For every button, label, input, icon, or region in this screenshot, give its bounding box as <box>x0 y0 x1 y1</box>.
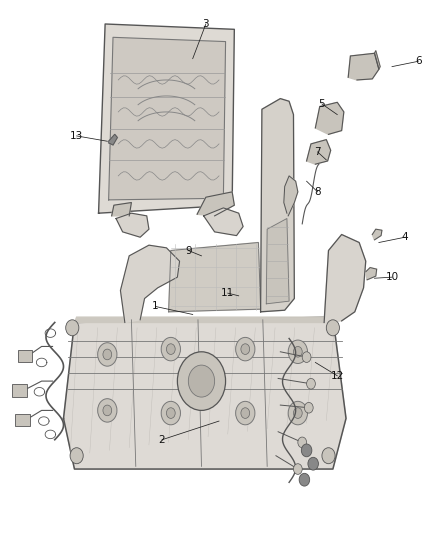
Polygon shape <box>307 140 331 164</box>
Circle shape <box>188 365 215 397</box>
Circle shape <box>236 337 255 361</box>
Circle shape <box>241 408 250 418</box>
Polygon shape <box>266 219 289 304</box>
Text: 13: 13 <box>70 131 83 141</box>
Circle shape <box>103 349 112 360</box>
Text: 11: 11 <box>221 288 234 298</box>
Circle shape <box>66 320 79 336</box>
Polygon shape <box>109 134 117 145</box>
Circle shape <box>70 448 83 464</box>
FancyBboxPatch shape <box>12 384 27 397</box>
FancyBboxPatch shape <box>18 350 32 362</box>
Text: 5: 5 <box>318 99 325 109</box>
Circle shape <box>299 473 310 486</box>
Text: 6: 6 <box>415 56 422 66</box>
Circle shape <box>293 408 302 418</box>
Text: 4: 4 <box>402 232 409 242</box>
Circle shape <box>308 457 318 470</box>
Circle shape <box>307 378 315 389</box>
Circle shape <box>298 437 307 448</box>
Polygon shape <box>366 268 377 280</box>
Text: 1: 1 <box>152 302 159 311</box>
Text: 10: 10 <box>385 272 399 282</box>
FancyBboxPatch shape <box>15 414 30 426</box>
Circle shape <box>301 444 312 457</box>
Polygon shape <box>109 37 226 200</box>
Circle shape <box>304 402 313 413</box>
Polygon shape <box>374 51 380 69</box>
Circle shape <box>166 344 175 354</box>
Circle shape <box>166 408 175 418</box>
Text: 12: 12 <box>331 371 344 381</box>
Polygon shape <box>74 317 333 322</box>
Circle shape <box>293 464 302 474</box>
Polygon shape <box>372 229 382 240</box>
Circle shape <box>241 344 250 354</box>
Circle shape <box>161 401 180 425</box>
Text: 2: 2 <box>159 435 166 445</box>
Polygon shape <box>284 176 298 216</box>
Circle shape <box>326 320 339 336</box>
Circle shape <box>103 405 112 416</box>
Circle shape <box>288 401 307 425</box>
Polygon shape <box>112 203 131 216</box>
Polygon shape <box>261 99 294 312</box>
Circle shape <box>236 401 255 425</box>
Circle shape <box>98 343 117 366</box>
Polygon shape <box>348 53 379 80</box>
Polygon shape <box>116 213 149 237</box>
Circle shape <box>293 346 302 357</box>
Polygon shape <box>99 24 234 213</box>
Polygon shape <box>204 208 243 236</box>
Polygon shape <box>120 245 180 322</box>
Text: 3: 3 <box>202 19 209 29</box>
Text: 7: 7 <box>314 147 321 157</box>
Circle shape <box>288 340 307 364</box>
Polygon shape <box>64 317 346 469</box>
Polygon shape <box>324 235 366 322</box>
Circle shape <box>322 448 335 464</box>
Polygon shape <box>169 243 261 312</box>
Circle shape <box>98 399 117 422</box>
Polygon shape <box>315 102 344 134</box>
Circle shape <box>302 352 311 362</box>
Text: 8: 8 <box>314 187 321 197</box>
Polygon shape <box>197 192 234 216</box>
Text: 9: 9 <box>185 246 192 255</box>
Circle shape <box>161 337 180 361</box>
Circle shape <box>177 352 226 410</box>
